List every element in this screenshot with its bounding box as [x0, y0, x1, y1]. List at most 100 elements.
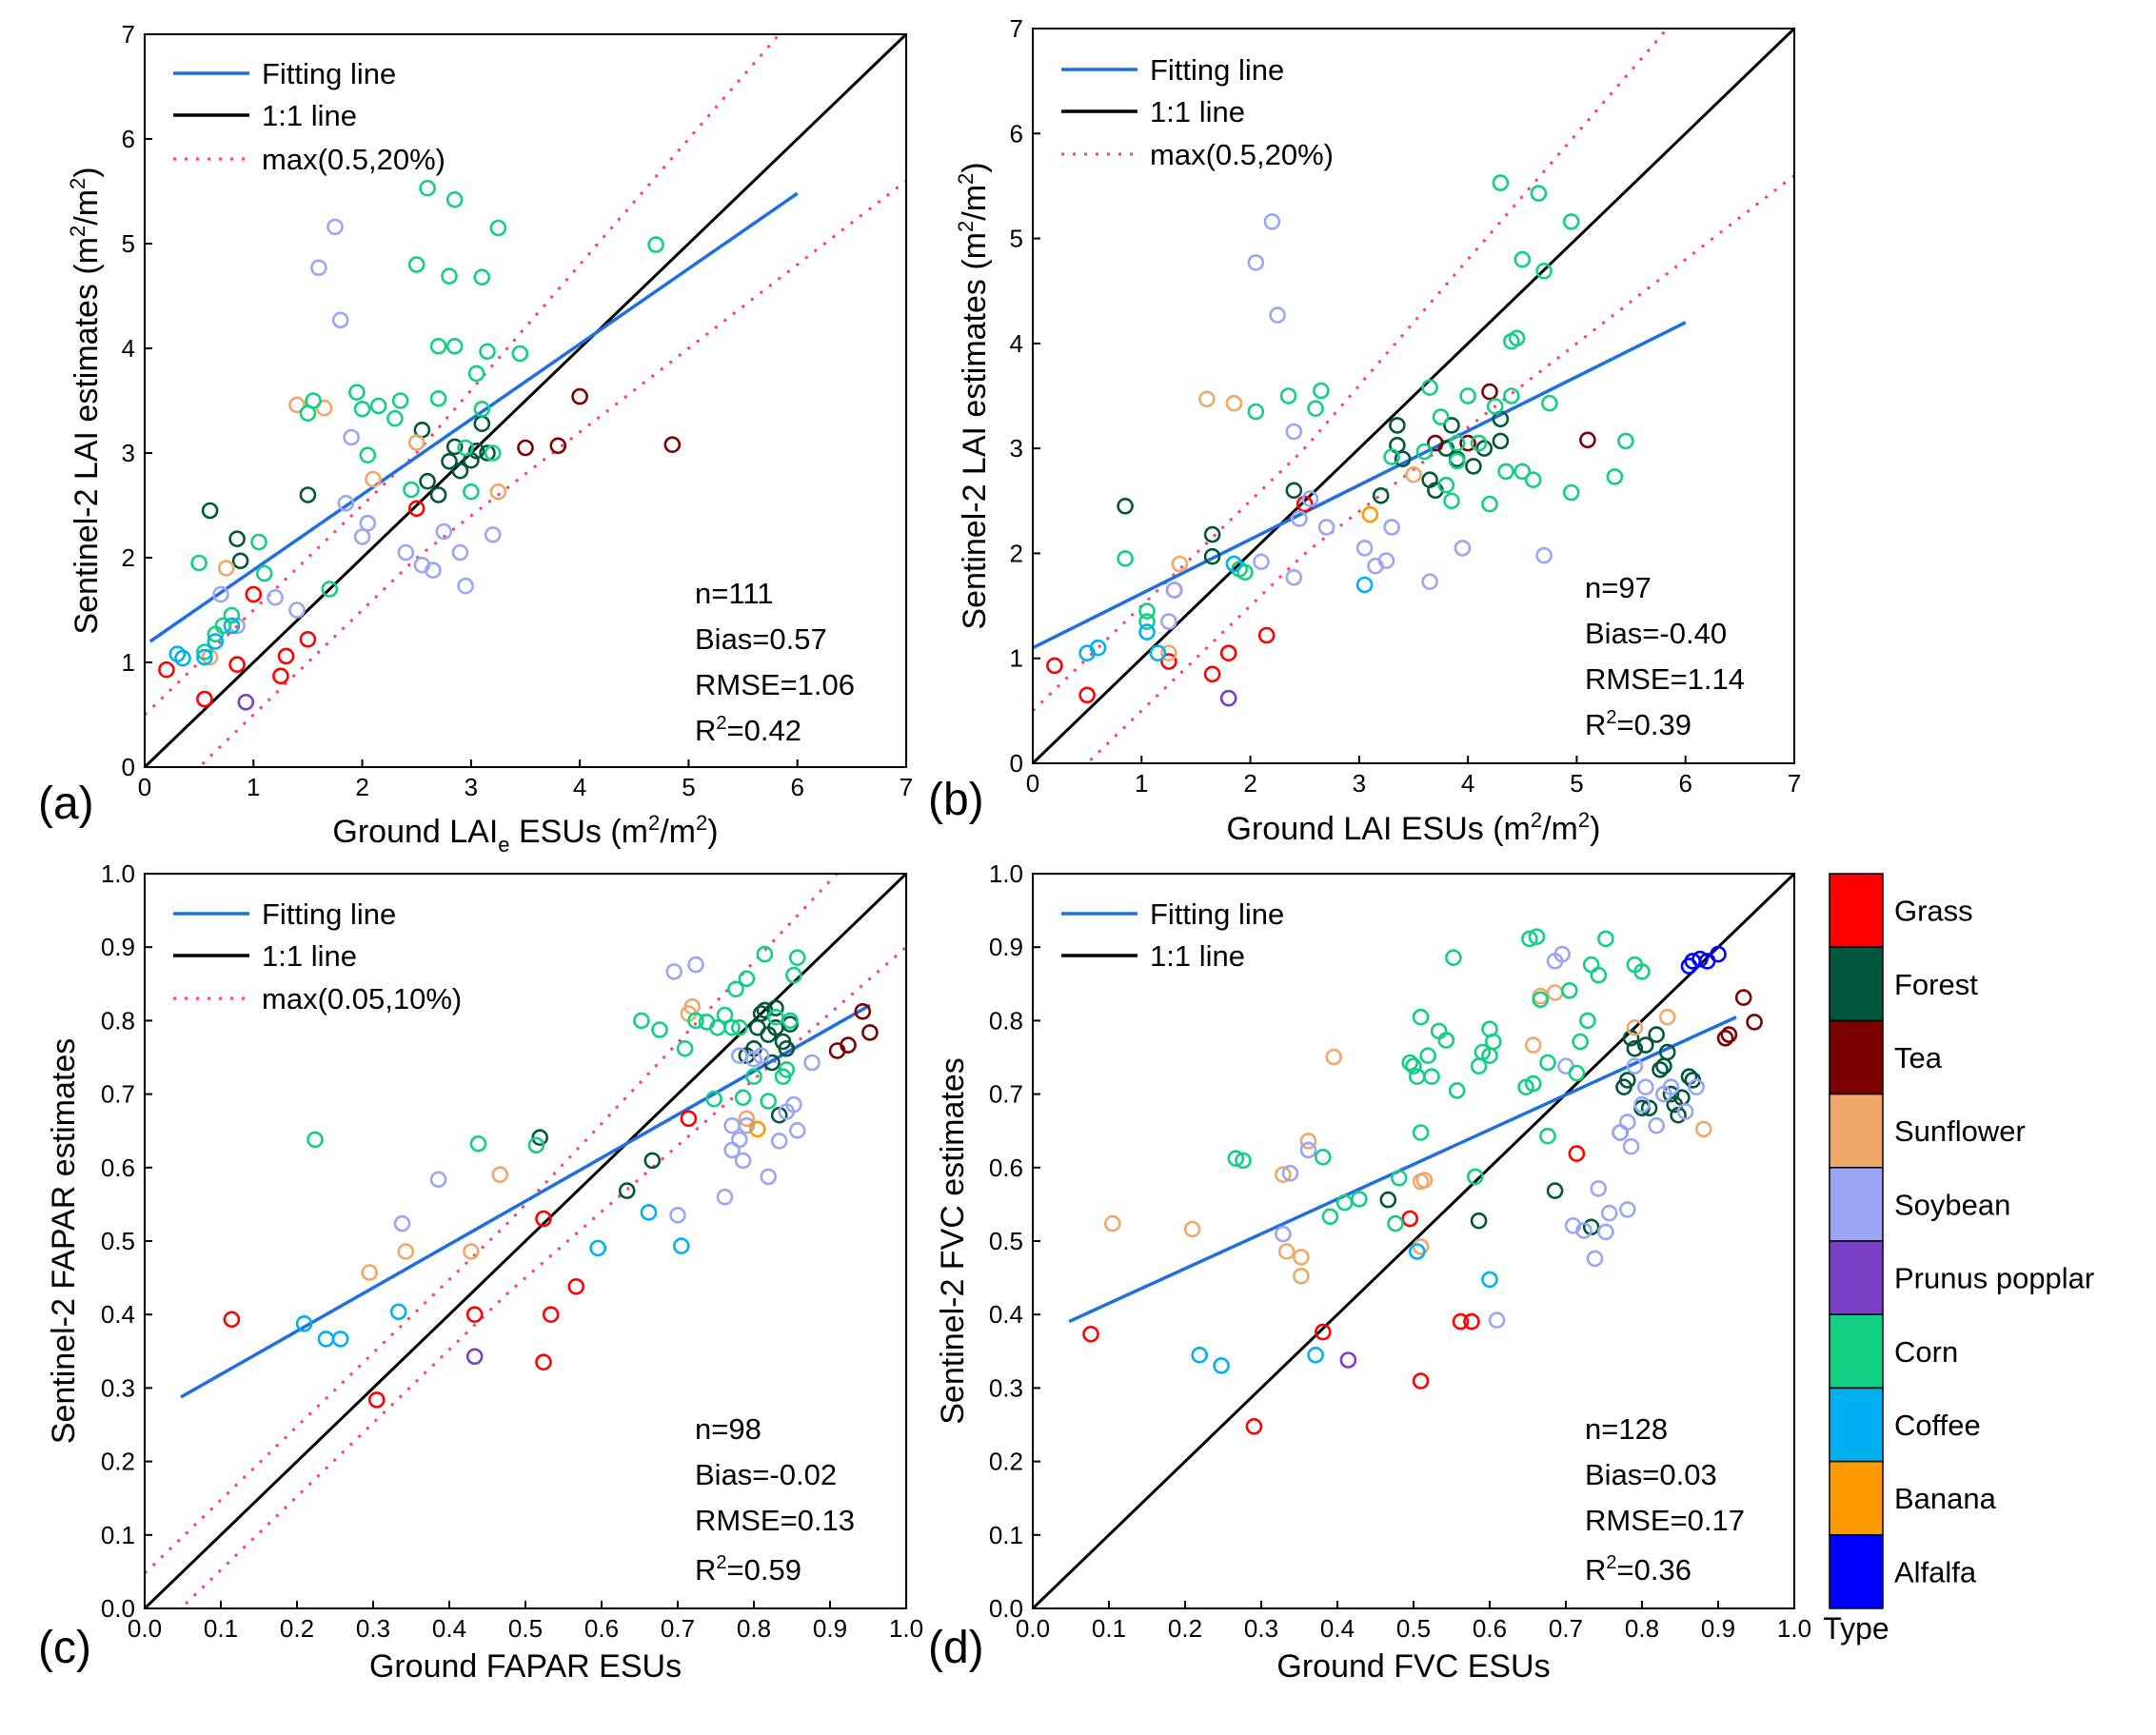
data-point-grass — [535, 1353, 552, 1370]
data-point-forest — [531, 1129, 549, 1146]
data-point-corn — [767, 1008, 784, 1026]
data-point-corn — [756, 945, 774, 963]
data-point-grass — [680, 1110, 698, 1128]
y-tick-label: 0.0 — [101, 1594, 135, 1623]
x-tick-label: 0.5 — [508, 1614, 543, 1643]
y-tick-label: 0.7 — [989, 1080, 1023, 1109]
panel-b-ticks: 00 1 1 2 2 3 3 4 4 5 5 6 6 7 7 — [1010, 14, 1802, 798]
data-point-coffee — [1138, 623, 1156, 641]
x-tick-label: 6 — [1678, 769, 1691, 798]
data-point-soybean — [1269, 306, 1286, 324]
data-point-corn — [647, 236, 664, 253]
data-point-forest — [451, 462, 469, 480]
stat-bias: Bias=-0.02 — [695, 1458, 837, 1491]
one-to-one-line — [1033, 29, 1794, 763]
data-point-corn — [1391, 1170, 1408, 1187]
stat-r2-value: =0.36 — [1617, 1553, 1691, 1587]
data-point-corn — [651, 1021, 668, 1038]
data-point-alfalfa — [1710, 945, 1727, 963]
data-point-grass — [196, 690, 213, 708]
data-point-forest — [1475, 440, 1493, 457]
data-point-forest — [1389, 417, 1406, 434]
y-tick-label: 0 — [122, 753, 135, 781]
panel-c-ticks: 0.00.0 0.1 0.1 0.2 0.2 0.3 0.3 0.4 0.4 0.5 0.5 0.6 0… — [101, 859, 923, 1643]
data-point-soybean — [484, 525, 502, 543]
data-point-sunflower — [361, 1264, 379, 1281]
data-point-forest — [1622, 1030, 1640, 1047]
data-point-soybean — [752, 1047, 770, 1064]
data-point-soybean — [785, 1095, 802, 1114]
stat-rmse: RMSE=1.06 — [695, 668, 855, 701]
type-label-coffee: Coffee — [1894, 1409, 1981, 1442]
x-tick-label: 0.5 — [1396, 1614, 1431, 1643]
data-point-corn — [1530, 185, 1548, 202]
data-point-grass — [228, 656, 246, 674]
data-point-corn — [1448, 1082, 1466, 1099]
data-point-corn — [1539, 1127, 1556, 1145]
data-point-corn — [1513, 250, 1532, 268]
y-tick-label: 5 — [122, 229, 135, 258]
data-point-sunflower — [1299, 1133, 1317, 1150]
data-point-corn — [489, 219, 507, 237]
data-point-forest — [618, 1182, 636, 1199]
fitting-line — [180, 1003, 871, 1399]
data-point-forest — [1662, 1085, 1680, 1103]
x-tick-label: 0.3 — [356, 1614, 390, 1643]
data-point-soybean — [1281, 1164, 1299, 1182]
data-point-forest — [1652, 1061, 1669, 1078]
legend-fit-label: Fitting line — [262, 897, 396, 931]
data-point-coffee — [295, 1315, 313, 1332]
x-tick-label: 7 — [900, 773, 913, 801]
data-point-tea — [1579, 431, 1596, 449]
data-point-grass — [1245, 1418, 1263, 1435]
data-point-grass — [1160, 653, 1177, 670]
data-point-corn — [1535, 262, 1553, 280]
data-point-forest — [1470, 1212, 1488, 1230]
data-point-corn — [321, 581, 339, 598]
data-point-corn — [391, 392, 409, 409]
data-point-corn — [1383, 448, 1400, 465]
data-point-soybean — [716, 1188, 734, 1206]
data-point-corn — [1486, 398, 1504, 415]
stat-bias: Bias=0.57 — [695, 622, 827, 656]
data-point-corn — [305, 392, 322, 409]
panel-a-ylabel: Sentinel-2 LAI estimates (m2/m2) — [66, 167, 105, 634]
data-point-coffee — [196, 648, 213, 666]
data-point-forest — [1394, 450, 1412, 468]
data-point-forest — [473, 415, 491, 433]
data-point-corn — [1313, 382, 1330, 400]
data-point-corn — [1485, 1033, 1502, 1051]
y-tick-label: 0.8 — [101, 1006, 135, 1035]
x-tick-label: 4 — [1461, 769, 1474, 798]
data-point-soybean — [1619, 1114, 1636, 1131]
type-label-alfalfa: Alfalfa — [1894, 1555, 1977, 1588]
data-point-grass — [1315, 1323, 1332, 1341]
data-point-corn — [1236, 563, 1254, 582]
data-point-coffee — [174, 649, 191, 667]
legend-tolerance-label: max(0.5,20%) — [262, 143, 445, 176]
data-point-forest — [1443, 417, 1460, 434]
panel-b-frame — [1032, 28, 1795, 764]
type-label-grass: Grass — [1894, 895, 1973, 928]
x-tick-label: 5 — [682, 773, 695, 801]
data-point-corn — [1524, 471, 1542, 489]
data-point-sunflower — [1293, 1268, 1310, 1285]
data-point-sunflower — [1325, 1048, 1342, 1066]
x-tick-label: 0.9 — [813, 1614, 847, 1643]
x-tick-label: 0.9 — [1701, 1614, 1735, 1643]
stat-r2: R2=0.42 — [695, 713, 801, 747]
xlabel-end: /m — [660, 814, 696, 850]
stat-bias: Bias=0.03 — [1585, 1458, 1717, 1491]
panel-d-ylabel: Sentinel-2 FVC estimates — [935, 1057, 971, 1425]
data-point-sunflower — [738, 1110, 756, 1128]
data-point-soybean — [1662, 1078, 1680, 1095]
data-point-corn — [1597, 930, 1614, 948]
data-point-corn — [745, 1068, 762, 1085]
data-point-corn — [527, 1136, 545, 1154]
data-point-forest — [643, 1152, 662, 1170]
data-point-corn — [1423, 1068, 1440, 1085]
data-point-soybean — [310, 259, 327, 277]
y-tick-label: 0.3 — [989, 1373, 1023, 1402]
data-point-prunus-popplar — [1219, 689, 1237, 707]
data-point-forest — [1658, 1043, 1676, 1061]
